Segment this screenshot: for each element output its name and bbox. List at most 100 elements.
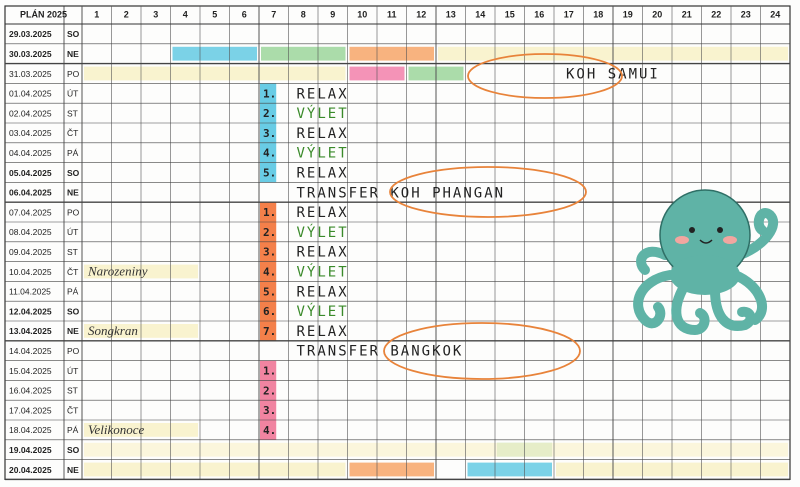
activity: RELAX (297, 86, 349, 102)
day-number: 3. (263, 127, 276, 140)
hour-label: 11 (387, 9, 397, 19)
highlight (261, 46, 346, 61)
highlight (84, 66, 346, 81)
activity: RELAX (297, 245, 349, 261)
date: 07.04.2025 (9, 207, 52, 217)
date: 31.03.2025 (9, 69, 52, 79)
date: 20.04.2025 (9, 465, 52, 475)
hour-label: 8 (301, 9, 306, 19)
highlight (172, 46, 257, 61)
day-number: 4. (263, 424, 276, 437)
activity: RELAX (297, 126, 349, 142)
weekday: PÁ (67, 148, 79, 158)
date: 29.03.2025 (9, 29, 52, 39)
hour-label: 20 (652, 9, 662, 19)
day-marker (260, 142, 277, 163)
hour-label: 4 (183, 9, 188, 19)
day-number: 2. (263, 107, 276, 120)
weekday: NE (67, 49, 79, 59)
highlight (349, 46, 434, 61)
day-number: 1. (263, 206, 276, 219)
weekday: PÁ (67, 287, 79, 297)
date: 18.04.2025 (9, 425, 52, 435)
weekday: ST (67, 386, 78, 396)
hour-label: 14 (475, 9, 485, 19)
date: 17.04.2025 (9, 405, 52, 415)
hour-label: 18 (593, 9, 603, 19)
weekday: NE (67, 465, 79, 475)
date: 01.04.2025 (9, 89, 52, 99)
weekday: ÚT (67, 227, 78, 237)
activity: RELAX (297, 166, 349, 182)
hour-label: 19 (623, 9, 633, 19)
day-marker (260, 202, 277, 222)
weekday: ÚT (67, 89, 78, 99)
weekday: PO (67, 346, 80, 356)
note: Narozeniny (87, 263, 148, 278)
date: 11.04.2025 (9, 287, 51, 297)
day-marker (260, 241, 277, 262)
date: 03.04.2025 (9, 128, 52, 138)
date: 30.03.2025 (9, 49, 52, 59)
day-marker (260, 281, 277, 302)
note: Songkran (88, 323, 138, 338)
day-marker (260, 261, 277, 282)
day-number: 5. (263, 285, 276, 298)
hour-label: 15 (505, 9, 515, 19)
grid (4, 5, 791, 481)
day-number: 1. (263, 365, 276, 378)
day-marker (260, 301, 277, 321)
activity: VÝLET (297, 224, 349, 241)
day-number: 3. (263, 404, 276, 417)
day-marker (260, 400, 277, 420)
day-number: 4. (263, 147, 276, 160)
weekday: ČT (67, 267, 78, 277)
weekday: ČT (67, 128, 78, 138)
note: Velikonoce (88, 422, 145, 437)
hour-label: 3 (153, 9, 158, 19)
date: 10.04.2025 (9, 267, 52, 277)
hour-label: 5 (212, 9, 217, 19)
hour-label: 17 (564, 9, 574, 19)
hour-label: 10 (357, 9, 367, 19)
hour-label: 21 (682, 9, 692, 19)
day-marker (260, 162, 277, 183)
octopus (633, 189, 779, 336)
hour-label: 9 (330, 9, 335, 19)
weekday: SO (67, 445, 80, 455)
activity: RELAX (297, 205, 349, 221)
hour-label: 12 (416, 9, 426, 19)
activity: VÝLET (297, 264, 349, 281)
weekday: PO (67, 207, 80, 217)
hour-label: 6 (242, 9, 247, 19)
plan-title: PLÁN 2025 (20, 9, 67, 19)
hour-label: 24 (770, 9, 780, 19)
day-marker (260, 380, 277, 401)
date: 14.04.2025 (9, 346, 52, 356)
date: 09.04.2025 (9, 247, 52, 257)
day-number: 3. (263, 246, 276, 259)
date: 19.04.2025 (9, 445, 52, 455)
day-marker (260, 222, 277, 242)
weekday: PÁ (67, 425, 79, 435)
hour-label: 7 (271, 9, 276, 19)
weekday: ÚT (67, 366, 78, 376)
circled (383, 53, 623, 380)
weekday: ST (67, 247, 78, 257)
date: 15.04.2025 (9, 366, 52, 376)
day-number: 2. (263, 384, 276, 397)
activity: VÝLET (297, 303, 349, 320)
highlight (467, 462, 552, 477)
weekday: NE (67, 188, 79, 198)
date: 02.04.2025 (9, 108, 52, 118)
day-marker (260, 103, 277, 123)
day-marker (260, 420, 277, 440)
weekday: SO (67, 168, 80, 178)
date: 16.04.2025 (9, 386, 52, 396)
weekday: SO (67, 29, 80, 39)
date: 05.04.2025 (9, 168, 52, 178)
weekday: NE (67, 326, 79, 336)
highlight (84, 462, 346, 477)
hour-label: 13 (446, 9, 456, 19)
